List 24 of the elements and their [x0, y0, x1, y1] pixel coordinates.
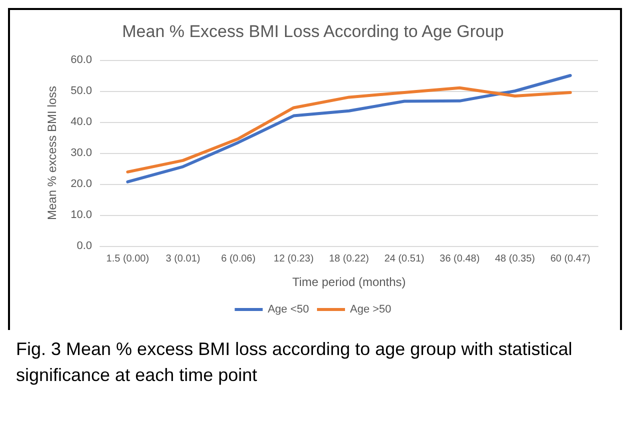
- y-axis-title: Mean % excess BMI loss: [45, 86, 59, 220]
- x-tick-label: 24 (0.51): [384, 254, 424, 264]
- x-tick-label: 48 (0.35): [494, 254, 536, 264]
- y-tick-label: 60.0: [70, 54, 92, 66]
- x-tick-label: 60 (0.47): [550, 254, 590, 264]
- y-tick-label: 10.0: [70, 209, 92, 221]
- x-axis-title: Time period (months): [292, 275, 406, 289]
- y-tick-label: 30.0: [70, 147, 92, 159]
- x-tick-label: 1.5 (0.00): [106, 254, 150, 264]
- y-tick-label: 50.0: [70, 85, 92, 97]
- legend-label: Age <50: [268, 304, 310, 316]
- caption: Fig. 3 Mean % excess BMI loss according to age group with statistical significance at each time point: [16, 338, 574, 387]
- x-tick-label: 3 (0.01): [166, 254, 200, 264]
- x-tick-label: 36 (0.48): [440, 254, 480, 264]
- y-tick-label: 20.0: [70, 178, 92, 190]
- x-tick-label: 6 (0.06): [221, 254, 256, 264]
- line-series: [126, 86, 572, 174]
- line-series: [126, 74, 572, 184]
- y-tick-label: 40.0: [70, 116, 92, 128]
- x-tick-label: 18 (0.22): [328, 254, 370, 264]
- chart-title: Mean % Excess BMI Loss According to Age Group: [122, 22, 504, 41]
- x-tick-label: 12 (0.23): [274, 254, 314, 264]
- legend-label: Age >50: [350, 304, 392, 316]
- y-tick-label: 0.0: [76, 240, 92, 252]
